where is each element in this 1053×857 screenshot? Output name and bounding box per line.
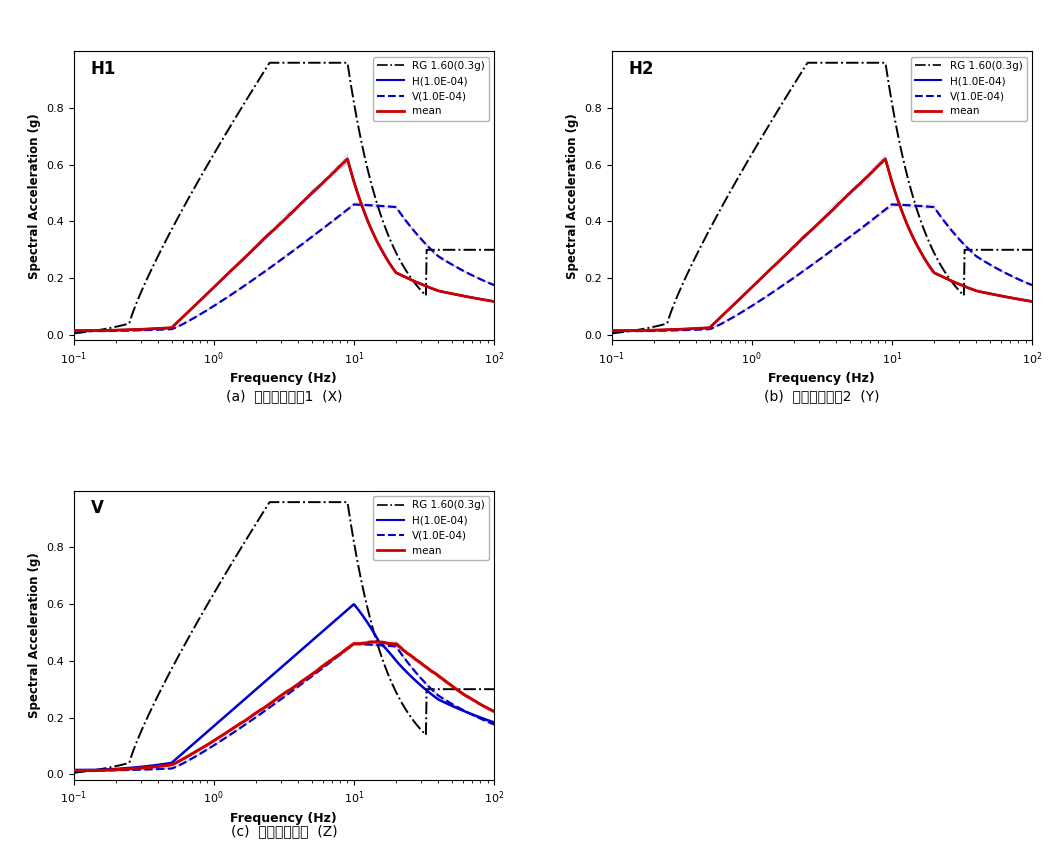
X-axis label: Frequency (Hz): Frequency (Hz) bbox=[769, 372, 875, 386]
Text: (b)  수평방향성분2  (Y): (b) 수평방향성분2 (Y) bbox=[764, 389, 879, 404]
Y-axis label: Spectral Acceleration (g): Spectral Acceleration (g) bbox=[27, 113, 41, 279]
Text: V: V bbox=[91, 500, 103, 518]
Legend: RG 1.60(0.3g), H(1.0E-04), V(1.0E-04), mean: RG 1.60(0.3g), H(1.0E-04), V(1.0E-04), m… bbox=[374, 57, 489, 121]
Legend: RG 1.60(0.3g), H(1.0E-04), V(1.0E-04), mean: RG 1.60(0.3g), H(1.0E-04), V(1.0E-04), m… bbox=[374, 496, 489, 560]
Text: (c)  수직방향성분  (Z): (c) 수직방향성분 (Z) bbox=[231, 824, 337, 839]
Text: (a)  수평방향성분1  (X): (a) 수평방향성분1 (X) bbox=[225, 389, 342, 404]
Legend: RG 1.60(0.3g), H(1.0E-04), V(1.0E-04), mean: RG 1.60(0.3g), H(1.0E-04), V(1.0E-04), m… bbox=[911, 57, 1027, 121]
Text: H1: H1 bbox=[91, 60, 116, 78]
Text: H2: H2 bbox=[629, 60, 654, 78]
Y-axis label: Spectral Acceleration (g): Spectral Acceleration (g) bbox=[565, 113, 579, 279]
X-axis label: Frequency (Hz): Frequency (Hz) bbox=[231, 812, 337, 824]
Y-axis label: Spectral Acceleration (g): Spectral Acceleration (g) bbox=[27, 553, 41, 718]
X-axis label: Frequency (Hz): Frequency (Hz) bbox=[231, 372, 337, 386]
